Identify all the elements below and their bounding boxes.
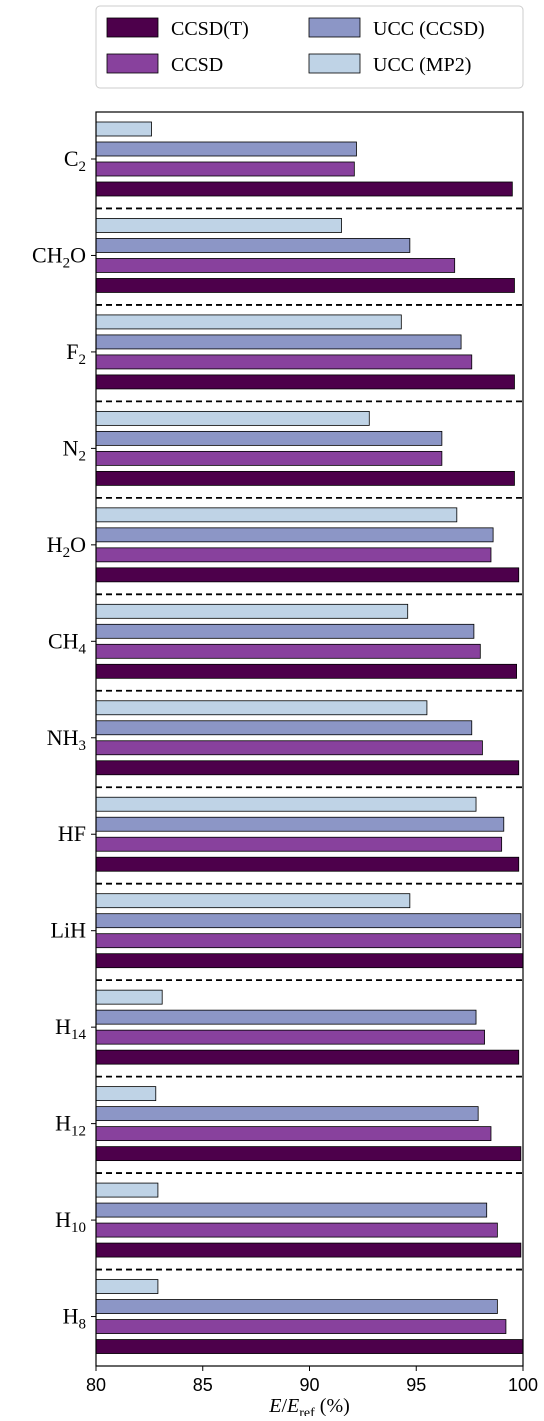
bar-ccsd-4 — [95, 547, 492, 563]
bar-ucc-ccsd--9 — [95, 1009, 477, 1025]
bar-ucc-mp2--4 — [95, 507, 458, 523]
bar-ccsd-1 — [95, 258, 456, 273]
bar-ccsd-12 — [95, 1319, 507, 1334]
bar-ucc-ccsd--10 — [95, 1106, 479, 1122]
bar-ucc-mp2--9 — [95, 989, 163, 1005]
bar-ucc-ccsd--7 — [95, 816, 505, 832]
bar-ucc-mp2--6 — [95, 700, 428, 716]
y-tick-label: CH2O — [32, 242, 86, 271]
bar-ccsd-t--6 — [95, 760, 520, 776]
bar-ucc-ccsd--11 — [95, 1202, 488, 1218]
plot-frame — [95, 111, 524, 1367]
y-tick-label: NH3 — [47, 725, 86, 754]
bar-ccsd-10 — [95, 1126, 492, 1142]
x-axis-label: E/Eref (%) — [268, 1395, 350, 1416]
bar-ucc-ccsd--5 — [95, 623, 475, 639]
bar-ccsd-6 — [95, 740, 483, 756]
bar-ccsd-t--2 — [95, 374, 515, 390]
y-tick-label: F2 — [66, 339, 86, 368]
y-tick-label: H8 — [63, 1304, 86, 1333]
x-tick-label: 80 — [86, 1375, 106, 1395]
bar-ucc-mp2--3 — [95, 410, 370, 426]
bar-ccsd-7 — [95, 836, 503, 852]
bar-ccsd-t--1 — [95, 278, 515, 293]
bar-ucc-mp2--10 — [95, 1086, 157, 1102]
bar-ucc-ccsd--0 — [95, 141, 357, 157]
bar-ucc-ccsd--8 — [95, 913, 522, 929]
bar-ccsd-0 — [95, 161, 355, 177]
legend-label: CCSD — [171, 54, 223, 76]
bar-ucc-mp2--7 — [95, 796, 477, 812]
legend-swatch — [308, 17, 361, 38]
x-tick-label: 100 — [508, 1375, 538, 1395]
bar-ccsd-2 — [95, 354, 473, 370]
legend-label: UCC (MP2) — [373, 54, 471, 76]
bar-ucc-mp2--8 — [95, 893, 411, 909]
y-tick-label: LiH — [51, 918, 87, 943]
legend-swatch — [106, 53, 159, 74]
y-tick-label: HF — [58, 821, 86, 846]
y-tick-label: H14 — [55, 1014, 86, 1043]
bar-ccsd-t--11 — [95, 1242, 522, 1258]
bar-ucc-ccsd--4 — [95, 527, 494, 543]
bar-ccsd-t--9 — [95, 1049, 520, 1065]
y-tick-label: N2 — [63, 435, 86, 464]
y-tick-label: CH4 — [48, 628, 87, 657]
legend: CCSD(T) CCSD UCC (CCSD) UCC (MP2) — [95, 5, 524, 89]
bar-ucc-mp2--5 — [95, 603, 409, 619]
legend-swatch — [308, 53, 361, 74]
x-tick-label: 95 — [406, 1375, 426, 1395]
y-tick-label: H10 — [55, 1207, 86, 1236]
bar-ucc-mp2--2 — [95, 314, 402, 330]
bar-ccsd-8 — [95, 933, 522, 949]
bar-ccsd-t--4 — [95, 567, 520, 583]
x-tick-label: 90 — [299, 1375, 319, 1395]
bar-ccsd-t--3 — [95, 470, 515, 486]
bar-ccsd-t--0 — [95, 181, 513, 197]
bar-ucc-mp2--1 — [95, 218, 342, 233]
bar-ccsd-t--5 — [95, 663, 517, 679]
legend-swatch — [106, 17, 159, 38]
legend-box — [95, 5, 524, 89]
bar-ccsd-3 — [95, 450, 443, 466]
legend-label: CCSD(T) — [171, 18, 249, 40]
bar-ccsd-t--12 — [95, 1339, 524, 1354]
bar-ccsd-11 — [95, 1222, 498, 1238]
bar-ucc-ccsd--1 — [95, 238, 411, 253]
x-tick-label: 85 — [193, 1375, 213, 1395]
bar-ucc-ccsd--12 — [95, 1299, 498, 1314]
bar-ucc-ccsd--2 — [95, 334, 462, 350]
y-tick-label: H12 — [55, 1111, 86, 1140]
bar-ccsd-t--10 — [95, 1146, 522, 1162]
y-tick-label: C2 — [64, 146, 86, 175]
bar-ucc-mp2--11 — [95, 1182, 159, 1198]
bar-ccsd-5 — [95, 643, 481, 659]
y-tick-label: H2O — [47, 532, 86, 561]
bar-ucc-mp2--12 — [95, 1279, 159, 1294]
bar-ucc-ccsd--3 — [95, 430, 443, 446]
bar-ccsd-t--8 — [95, 953, 524, 969]
bar-ccsd-t--7 — [95, 856, 520, 872]
bar-ucc-ccsd--6 — [95, 720, 473, 736]
legend-label: UCC (CCSD) — [373, 18, 485, 40]
bar-ccsd-9 — [95, 1029, 485, 1045]
bar-ucc-mp2--0 — [95, 121, 152, 137]
